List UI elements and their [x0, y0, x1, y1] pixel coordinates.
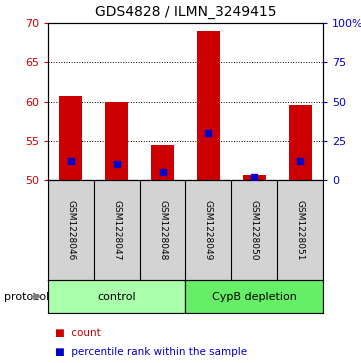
Point [251, 174, 257, 180]
Bar [60, 96, 82, 180]
Point [160, 169, 165, 175]
Bar [197, 31, 220, 180]
Text: GSM1228051: GSM1228051 [296, 200, 305, 260]
Text: GSM1228047: GSM1228047 [112, 200, 121, 260]
Text: control: control [97, 291, 136, 302]
Point [205, 130, 211, 136]
Bar [105, 102, 128, 180]
Point [297, 158, 303, 164]
Text: ■  count: ■ count [55, 329, 101, 338]
Text: ■  percentile rank within the sample: ■ percentile rank within the sample [55, 347, 247, 356]
Text: GSM1228050: GSM1228050 [250, 200, 259, 260]
Text: GSM1228049: GSM1228049 [204, 200, 213, 260]
Title: GDS4828 / ILMN_3249415: GDS4828 / ILMN_3249415 [95, 5, 276, 19]
Text: GSM1228048: GSM1228048 [158, 200, 167, 260]
Point [68, 158, 74, 164]
Point [114, 162, 119, 167]
Bar [289, 105, 312, 180]
FancyBboxPatch shape [48, 280, 186, 313]
Text: protocol: protocol [4, 291, 49, 302]
Text: GSM1228046: GSM1228046 [66, 200, 75, 260]
Bar [151, 146, 174, 180]
Bar [243, 175, 266, 180]
Text: CypB depletion: CypB depletion [212, 291, 297, 302]
FancyBboxPatch shape [186, 280, 323, 313]
